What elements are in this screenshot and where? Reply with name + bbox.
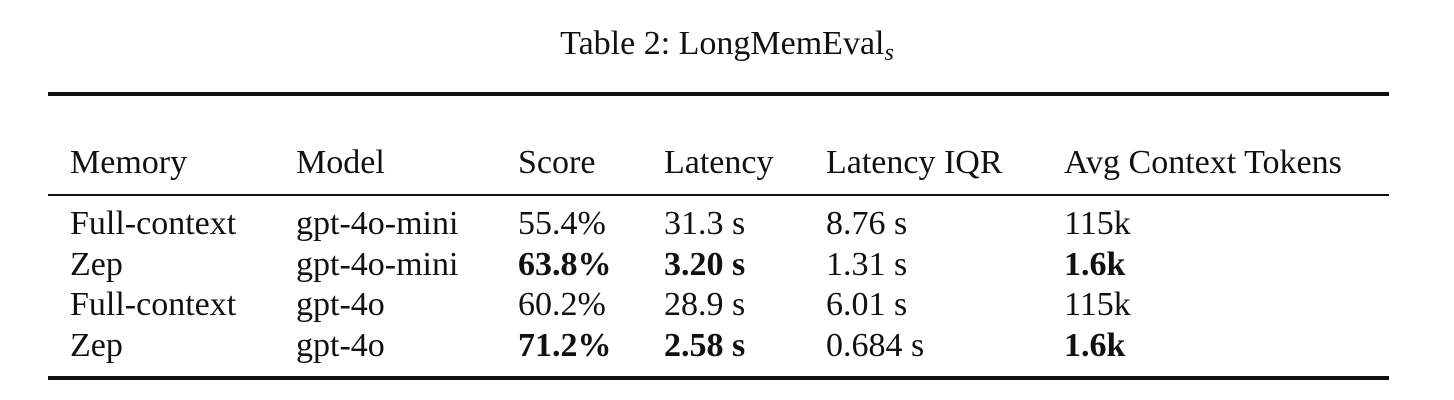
top-rule [48,92,1389,96]
table-cell: 55.4% [518,205,606,242]
table-cell: 1.31 s [826,246,908,283]
table-cell: 28.9 s [664,286,746,323]
bottom-rule [48,376,1389,380]
table-cell: Full-context [70,286,237,323]
header-cell: Latency IQR [826,144,1003,181]
table-cell: 31.3 s [664,205,746,242]
header-cell: Score [518,144,596,181]
table-cell: Zep [70,246,123,283]
table-cell: gpt-4o [296,327,385,364]
header-cell: Memory [70,144,188,181]
table-cell: 1.6k [1064,327,1126,364]
table-cell: 8.76 s [826,205,908,242]
table-cell: 115k [1064,286,1131,323]
table-cell: 71.2% [518,327,612,364]
table-cell: 3.20 s [664,246,746,283]
table-caption: Table 2: LongMemEvals [0,24,1454,73]
header-cell: Avg Context Tokens [1064,144,1342,181]
table-cell: 63.8% [518,246,612,283]
table-cell: gpt-4o-mini [296,246,459,283]
table-cell: 6.01 s [826,286,908,323]
table-cell: 0.684 s [826,327,925,364]
table-cell: 2.58 s [664,327,746,364]
table-cell: Zep [70,327,123,364]
mid-rule [48,194,1389,196]
header-cell: Model [296,144,385,181]
table-cell: 60.2% [518,286,606,323]
caption-text: Table 2: LongMemEval [560,25,885,62]
caption-subscript: s [884,40,894,66]
table-cell: gpt-4o-mini [296,205,459,242]
table-cell: gpt-4o [296,286,385,323]
header-cell: Latency [664,144,774,181]
table-cell: Full-context [70,205,237,242]
table-cell: 1.6k [1064,246,1126,283]
table-cell: 115k [1064,205,1131,242]
